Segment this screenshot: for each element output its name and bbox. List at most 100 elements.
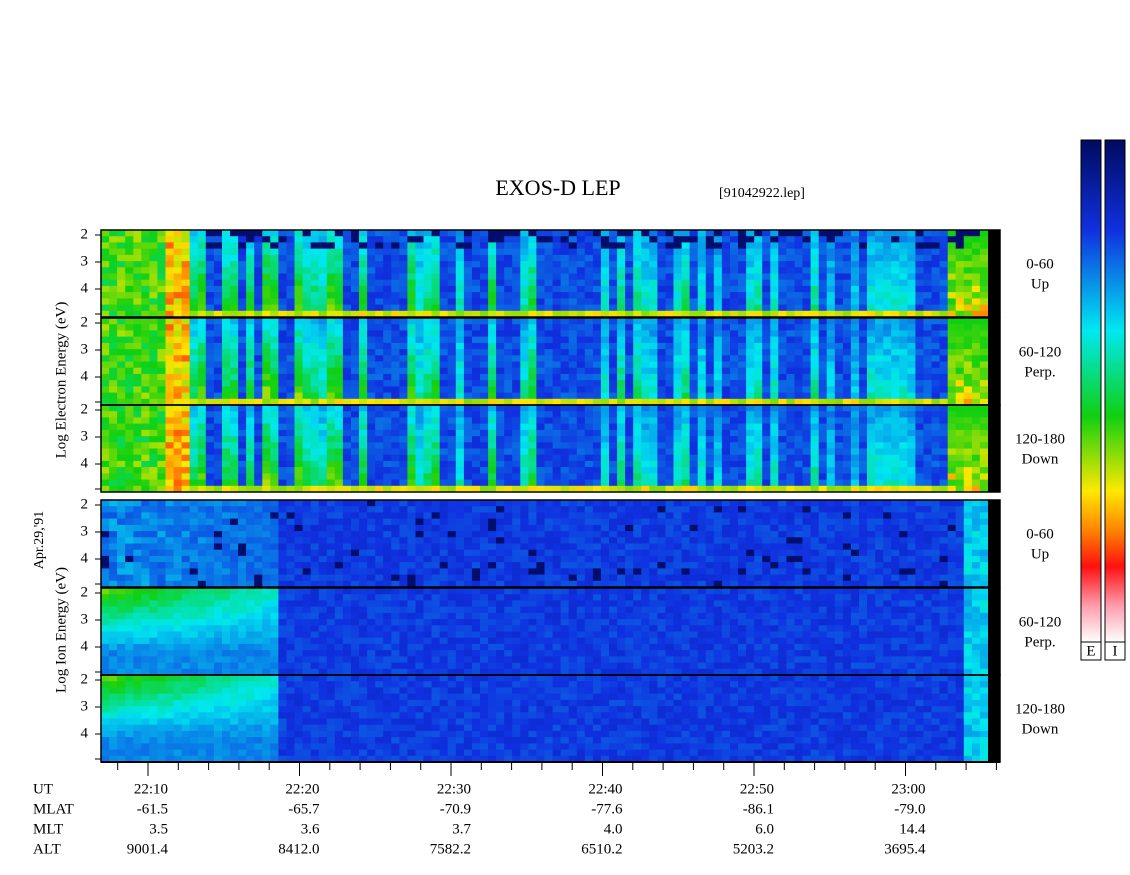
spectrogram-cell [738,392,747,400]
spectrogram-cell [286,454,296,462]
spectrogram-cell [818,386,828,394]
spectrogram-cell [850,254,860,262]
spectrogram-cell [238,518,247,526]
spectrogram-cell [520,361,529,369]
spectrogram-cell [262,460,271,468]
spectrogram-cell [730,442,739,449]
spectrogram-cell [189,429,199,437]
spectrogram-cell [641,442,650,449]
spectrogram-cell [480,279,489,287]
spectrogram-cell [657,273,666,281]
spectrogram-cell [254,310,263,318]
spectrogram-cell [617,392,626,400]
spectrogram-cell [649,442,658,449]
spectrogram-cell [867,411,876,418]
spectrogram-cell [891,454,900,462]
spectrogram-cell [101,373,110,381]
spectrogram-cell [149,405,158,412]
spectrogram-cell [109,273,118,281]
spectrogram-cell [955,467,965,474]
spectrogram-cell [367,392,376,400]
spectrogram-cell [149,500,158,507]
spectrogram-cell [254,500,263,507]
spectrogram-cell [157,473,166,481]
spectrogram-cell [278,292,287,299]
spectrogram-cell [681,473,691,481]
spectrogram-cell [665,411,675,418]
spectrogram-cell [278,473,287,481]
spectrogram-cell [746,361,755,369]
spectrogram-cell [141,273,150,281]
spectrogram-cell [939,442,949,449]
spectrogram-cell [697,398,707,406]
spectrogram-cell [399,454,408,462]
spectrogram-cell [471,448,481,456]
spectrogram-cell [778,230,787,237]
spectrogram-cell [375,454,384,462]
spectrogram-cell [359,448,368,456]
spectrogram-cell [802,405,812,412]
spectrogram-cell [673,479,683,487]
spectrogram-cell [697,467,707,474]
spectrogram-cell [786,380,795,387]
spectrogram-cell [125,479,134,487]
spectrogram-cell [536,417,545,425]
spectrogram-cell [205,555,215,563]
spectrogram-cell [794,454,804,462]
spectrogram-cell [205,380,215,387]
spectrogram-cell [496,405,505,412]
spectrogram-cell [125,436,134,443]
spectrogram-cell [222,568,231,576]
spectrogram-cell [689,417,699,425]
spectrogram-cell [536,310,545,318]
spectrogram-cell [971,254,981,262]
spectrogram-cell [931,442,941,449]
spectrogram-cell [907,304,916,312]
spectrogram-cell [117,580,126,588]
spectrogram-cell [721,386,731,394]
spectrogram-cell [480,367,489,375]
spectrogram-cell [415,267,425,274]
spectrogram-cell [117,386,126,394]
spectrogram-cell [641,448,650,456]
spectrogram-cell [609,380,618,387]
spectrogram-cell [560,242,570,250]
spectrogram-cell [205,524,215,532]
spectrogram-cell [584,279,594,287]
spectrogram-cell [859,485,868,493]
spectrogram-cell [697,373,707,381]
spectrogram-cell [213,531,223,538]
spectrogram-cell [399,254,408,262]
spectrogram-cell [141,543,150,551]
spectrogram-cell [270,500,279,507]
spectrogram-cell [238,273,247,281]
spectrogram-cell [665,373,675,381]
spectrogram-cell [794,285,804,293]
spectrogram-cell [125,448,134,456]
spectrogram-cell [310,562,320,569]
spectrogram-cell [947,467,957,474]
spectrogram-cell [721,448,731,456]
spectrogram-cell [238,549,247,557]
spectrogram-cell [238,361,247,369]
spectrogram-cell [431,367,441,375]
spectrogram-cell [689,318,699,325]
spectrogram-cell [101,285,110,293]
spectrogram-cell [826,279,836,287]
spectrogram-cell [754,310,763,318]
spectrogram-cell [730,355,739,362]
spectrogram-cell [101,500,110,507]
spectrogram-cell [721,423,731,431]
spectrogram-cell [810,298,820,306]
spectrogram-cell [149,267,158,274]
spectrogram-cell [230,355,239,362]
spectrogram-cell [617,230,626,237]
spectrogram-cell [568,473,578,481]
spectrogram-cell [762,349,771,356]
spectrogram-cell [899,467,908,474]
spectrogram-cell [504,342,513,350]
spectrogram-cell [173,479,183,487]
spectrogram-cell [222,543,231,551]
spectrogram-cell [278,285,287,293]
spectrogram-cell [504,248,513,256]
